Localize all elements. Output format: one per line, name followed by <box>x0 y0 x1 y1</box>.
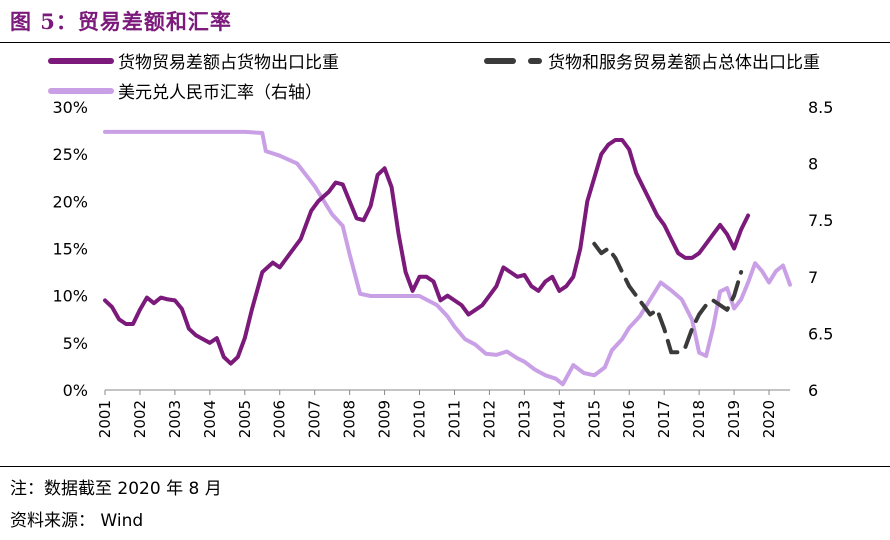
y-right-tick-label: 8.5 <box>808 98 833 117</box>
y-right-tick-label: 7.5 <box>808 211 833 230</box>
y-left-tick-label: 10% <box>52 287 88 306</box>
y-left-tick-label: 30% <box>52 98 88 117</box>
y-right-tick-label: 6.5 <box>808 324 833 343</box>
x-tick-label: 2007 <box>306 400 324 438</box>
x-tick-label: 2012 <box>480 400 498 438</box>
source-label: 资料来源： <box>10 511 95 531</box>
series-line-rate <box>103 129 792 387</box>
y-right-tick-label: 7 <box>808 268 818 287</box>
y-left-tick-label: 25% <box>52 145 88 164</box>
x-tick-label: 2001 <box>96 400 114 438</box>
legend-label-goods-services: 货物和服务贸易差额占总体出口比重 <box>548 53 820 73</box>
x-tick-label: 2018 <box>690 400 708 438</box>
y-left-tick-label: 20% <box>52 192 88 211</box>
legend-label-goods: 货物贸易差额占货物出口比重 <box>118 53 339 73</box>
footnote: 注：数据截至 2020 年 8 月 <box>10 474 222 499</box>
x-tick-label: 2015 <box>585 400 603 438</box>
x-tick-label: 2009 <box>376 400 394 438</box>
x-tick-label: 2010 <box>411 400 429 438</box>
x-tick-label: 2011 <box>445 400 463 438</box>
chart-plot: 2001 2002 2003 2004 2005 2006 2007 2008 2009 2010… <box>52 98 833 438</box>
footnote-value: 2020 年 8 月 <box>117 479 222 499</box>
legend-swatch-goods <box>48 57 114 64</box>
x-tick-label: 2020 <box>760 400 778 438</box>
legend-label-rate: 美元兑人民币汇率（右轴） <box>118 83 322 103</box>
source-note: 资料来源： Wind <box>10 506 143 531</box>
y-right-tick-label: 6 <box>808 381 818 400</box>
x-tick-label: 2014 <box>550 400 568 438</box>
x-tick-label: 2002 <box>131 400 149 438</box>
x-tick-label: 2005 <box>236 400 254 438</box>
top-divider <box>0 42 890 43</box>
legend-item-goods-services: 货物和服务贸易差额占总体出口比重 <box>478 48 820 73</box>
x-tick-label: 2019 <box>725 400 743 438</box>
x-tick-label: 2017 <box>655 400 673 438</box>
x-tick-label: 2013 <box>515 400 533 438</box>
series-line-goods <box>103 138 751 366</box>
x-tick-label: 2003 <box>166 400 184 438</box>
x-tick-label: 2016 <box>620 400 638 438</box>
legend-swatch-rate <box>48 87 114 94</box>
legend-item-rate: 美元兑人民币汇率（右轴） <box>48 78 322 103</box>
series-line-goods-services <box>592 241 744 355</box>
bottom-divider <box>0 466 890 467</box>
y-left-tick-label: 15% <box>52 240 88 259</box>
source-value: Wind <box>100 511 144 531</box>
x-tick-label: 2006 <box>271 400 289 438</box>
x-tick-label: 2008 <box>341 400 359 438</box>
legend-item-goods: 货物贸易差额占货物出口比重 <box>48 48 339 73</box>
footnote-label: 注：数据截至 <box>10 479 112 499</box>
y-left-tick-label: 5% <box>63 334 88 353</box>
page-title: 图 5：贸易差额和汇率 <box>10 9 232 34</box>
y-right-tick-label: 8 <box>808 155 818 174</box>
legend-swatch-goods-services <box>478 57 544 64</box>
y-left-tick-label: 0% <box>63 381 88 400</box>
x-tick-label: 2004 <box>201 400 219 438</box>
